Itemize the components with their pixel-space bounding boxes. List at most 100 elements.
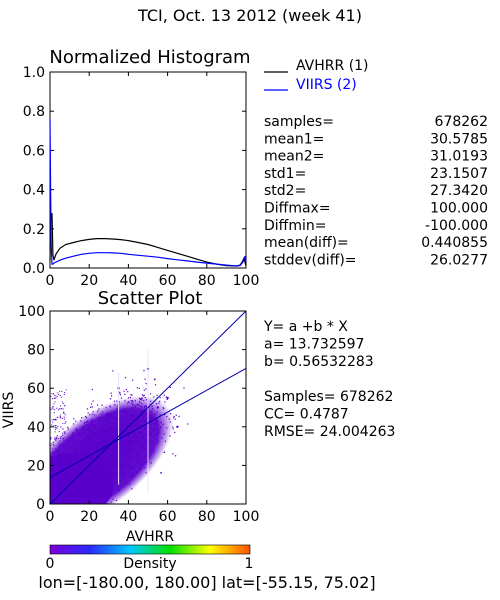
- scatter-point: [121, 455, 123, 457]
- scatter-point: [50, 437, 52, 439]
- scatter-point: [87, 476, 89, 478]
- scatter-point: [129, 413, 131, 415]
- scatter-point: [109, 422, 111, 424]
- scatter-point: [121, 473, 123, 475]
- scatter-point: [100, 464, 102, 466]
- scatter-point: [159, 414, 161, 416]
- scatter-point: [74, 472, 76, 474]
- scatter-point: [123, 460, 125, 462]
- scatter-point: [100, 445, 102, 448]
- scatter-point: [91, 481, 93, 483]
- scatter-point: [93, 440, 95, 442]
- scatter-point: [120, 439, 122, 441]
- scatter-point: [56, 499, 58, 501]
- scatter-point: [94, 464, 96, 466]
- scatter-point: [150, 462, 152, 464]
- scatter-point: [148, 407, 150, 409]
- scatter-point: [125, 442, 127, 445]
- scatter-point: [59, 453, 61, 455]
- scatter-point: [136, 387, 138, 389]
- scatter-point: [144, 461, 146, 463]
- scatter-point: [112, 498, 114, 500]
- scatter-point: [56, 438, 58, 440]
- scatter-point: [94, 480, 96, 482]
- scatter-point: [69, 476, 71, 478]
- scatter-point: [74, 460, 76, 462]
- scatter-point: [111, 423, 113, 425]
- scatter-point: [126, 430, 129, 433]
- scatter-point: [62, 417, 64, 419]
- scatter-point: [91, 420, 93, 422]
- scatter-point: [55, 487, 57, 489]
- scatter-point: [112, 461, 114, 463]
- scatter-point: [50, 456, 52, 458]
- scatter-point: [74, 488, 76, 490]
- scatter-point: [100, 479, 102, 481]
- scatter-point: [91, 424, 93, 426]
- scatter-point: [51, 470, 53, 473]
- scatter-point: [107, 496, 110, 498]
- scatter-point: [81, 486, 83, 488]
- scatter-point: [51, 487, 53, 489]
- scatter-point: [102, 429, 104, 431]
- scatter-point: [62, 483, 64, 484]
- scatter-point: [83, 443, 85, 445]
- scatter-point: [120, 455, 122, 457]
- scatter-point: [97, 466, 99, 468]
- scatter-point: [57, 477, 60, 479]
- scatter-point: [136, 424, 138, 426]
- scatter-point: [113, 463, 115, 465]
- scatter-point: [87, 443, 89, 445]
- scatter-point: [88, 471, 90, 473]
- scatter-point: [97, 481, 99, 483]
- scatter-point: [144, 407, 146, 409]
- scatter-point: [75, 442, 77, 444]
- scatter-point: [63, 439, 65, 441]
- scatter-point: [119, 428, 121, 430]
- scatter-point: [139, 453, 141, 455]
- scatter-point: [103, 425, 105, 427]
- scatter-point: [90, 469, 93, 471]
- scatter-point: [105, 420, 107, 422]
- scatter-point: [143, 432, 145, 434]
- scatter-point: [125, 429, 127, 431]
- scatter-point: [90, 433, 92, 435]
- scatter-point: [109, 471, 111, 473]
- scatter-point: [76, 443, 78, 445]
- scatter-point: [97, 428, 99, 430]
- scatter-point: [98, 429, 100, 431]
- scatter-point: [64, 414, 66, 416]
- scatter-point: [132, 419, 135, 421]
- scatter-point: [116, 463, 118, 465]
- scatter-point: [79, 457, 81, 459]
- scatter-point: [63, 411, 65, 413]
- scatter-point: [151, 443, 153, 445]
- scatter-point: [122, 440, 124, 442]
- scatter-point: [103, 485, 105, 488]
- scatter-point: [81, 500, 83, 503]
- scatter-point: [106, 435, 109, 437]
- scatter-point: [104, 466, 106, 469]
- scatter-point: [95, 472, 97, 475]
- scatter-point: [74, 484, 76, 486]
- scatter-point: [60, 396, 62, 398]
- scatter-point: [137, 420, 139, 422]
- scatter-point: [119, 391, 121, 393]
- scatter-point: [111, 471, 113, 473]
- scatter-point: [122, 452, 124, 454]
- scatter-point: [90, 483, 92, 485]
- stat-key: stddev(diff)=: [264, 252, 357, 268]
- scatter-point: [64, 432, 66, 434]
- scatter-point: [80, 484, 82, 486]
- scatter-point: [80, 469, 82, 471]
- scatter-point: [135, 438, 137, 440]
- scatter-point: [148, 439, 150, 442]
- scatter-point: [134, 440, 136, 442]
- scatter-point: [85, 471, 87, 473]
- scatter-point: [109, 495, 111, 498]
- scatter-point: [135, 451, 137, 453]
- scatter-point: [102, 433, 104, 435]
- scatter-point: [126, 412, 128, 414]
- scatter-point: [99, 465, 101, 467]
- scatter-point: [127, 447, 129, 449]
